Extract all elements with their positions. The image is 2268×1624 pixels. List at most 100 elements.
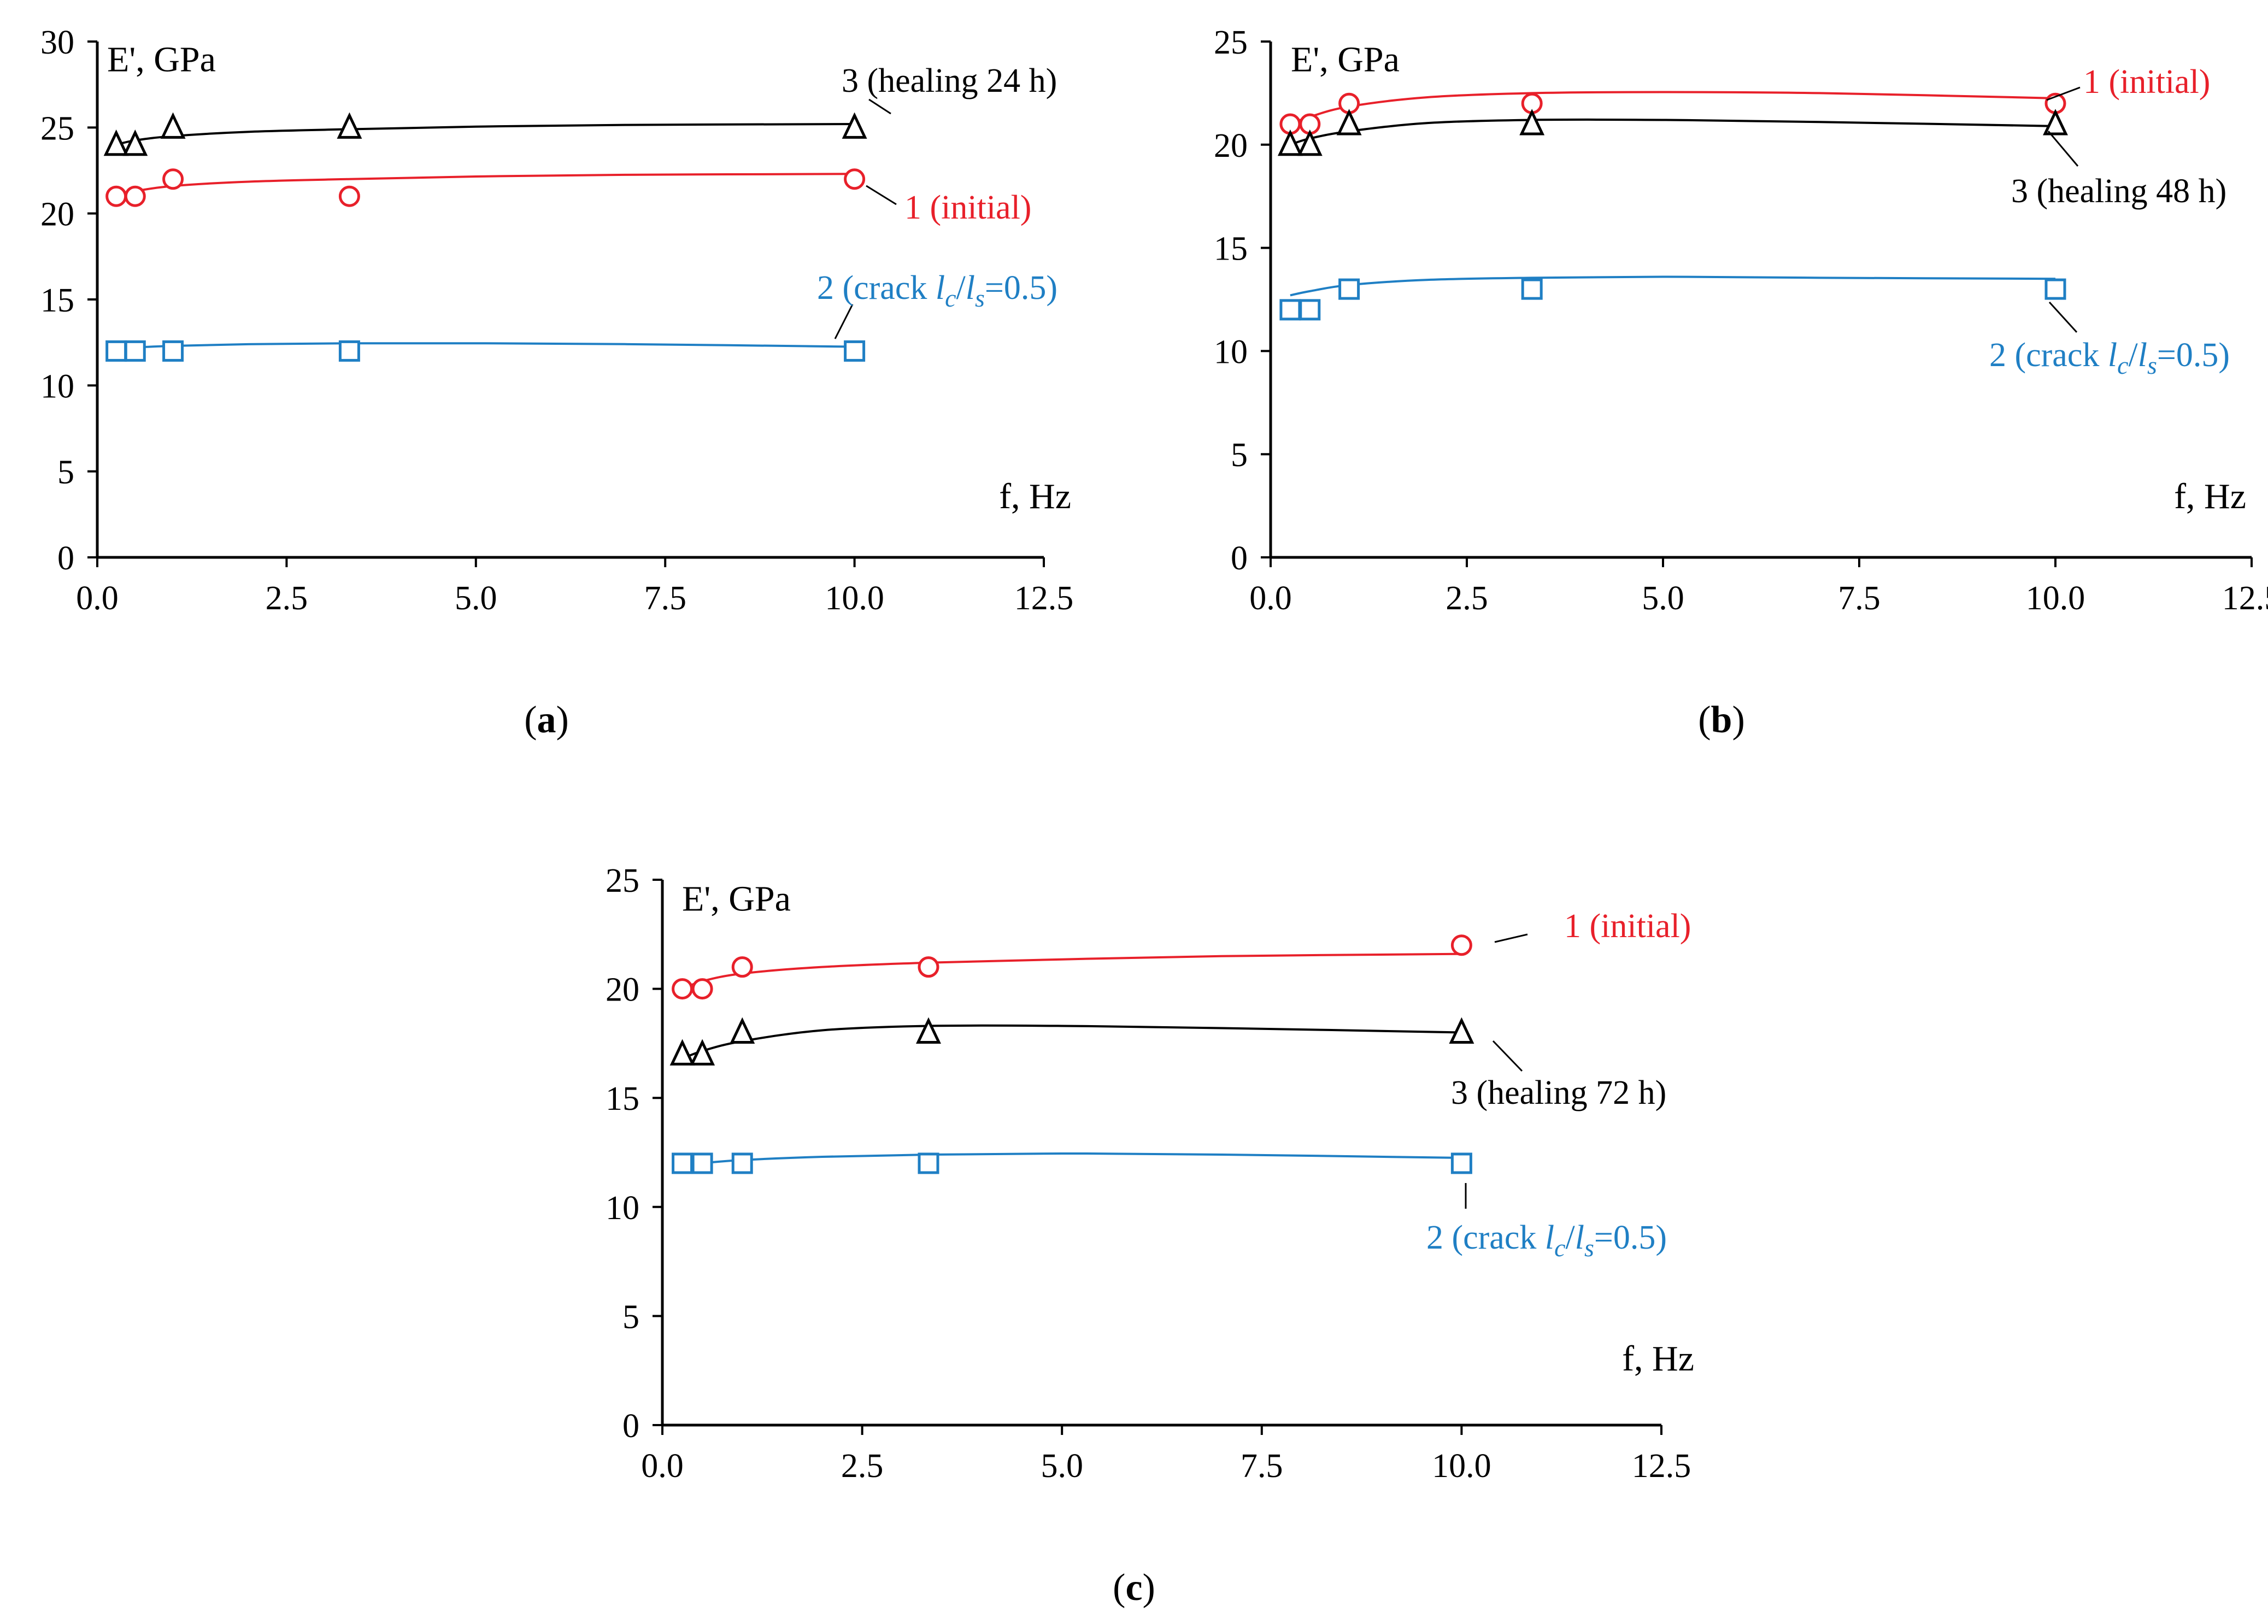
data-point [1338, 278, 1360, 300]
data-point [1519, 109, 1545, 136]
label-leader-line [1494, 933, 1528, 943]
y-tick-label: 15 [40, 282, 74, 319]
trend-line [1290, 118, 2056, 146]
y-tick-label: 20 [1214, 127, 1248, 164]
trend-line [116, 123, 855, 146]
data-point [103, 129, 129, 156]
data-point [337, 112, 362, 139]
x-tick-label: 2.5 [841, 1448, 884, 1485]
label-leader-line [2048, 301, 2078, 333]
data-point [691, 1152, 713, 1174]
series-3: 2 (crack lc/ls=0.5) [105, 269, 1057, 362]
panel-label: (b) [1698, 699, 1745, 741]
y-tick-label: 5 [622, 1298, 639, 1335]
data-point [1521, 278, 1543, 300]
series-label: 1 (initial) [904, 189, 1031, 226]
data-point [731, 956, 753, 978]
y-tick-label: 10 [40, 368, 74, 405]
data-point [1279, 299, 1301, 321]
data-point [124, 185, 146, 207]
trend-line [682, 1152, 1462, 1169]
data-point [2044, 278, 2066, 300]
x-tick-label: 0.0 [641, 1448, 684, 1485]
y-tick-label: 10 [1214, 333, 1248, 370]
data-point [672, 1152, 694, 1174]
chart-panel-b: 0.0 2.5 5.0 7.5 10.0 12.5 0 5 10 15 20 25 E', GPa f, … [1214, 24, 2268, 741]
label-leader-line [868, 98, 891, 115]
data-point [842, 112, 867, 139]
x-tick-label: 10.0 [1432, 1448, 1491, 1485]
series-label: 2 (crack lc/ls=0.5) [1426, 1219, 1667, 1262]
series-label: 3 (healing 24 h) [842, 62, 1057, 99]
series-label: 3 (healing 48 h) [2011, 173, 2226, 210]
data-point [105, 340, 127, 362]
y-tick-label: 20 [40, 196, 74, 233]
data-point [690, 1039, 715, 1066]
data-point [1277, 129, 1303, 156]
panel-label: (c) [1113, 1567, 1155, 1609]
x-tick-label: 0.0 [76, 580, 119, 617]
x-tick-label: 12.5 [2222, 580, 2268, 617]
data-point [122, 129, 148, 156]
label-leader-line [834, 304, 854, 339]
data-point [1299, 299, 1321, 321]
data-point [730, 1017, 755, 1044]
x-tick-label: 10.0 [2026, 580, 2085, 617]
data-point [1450, 934, 1472, 956]
y-tick-label: 15 [1214, 231, 1248, 268]
data-point [916, 1017, 941, 1044]
series-label: 1 (initial) [2083, 63, 2210, 101]
data-point [105, 185, 127, 207]
y-tick-label: 25 [40, 110, 74, 147]
x-tick-label: 2.5 [1446, 580, 1488, 617]
x-tick-label: 5.0 [1041, 1448, 1083, 1485]
y-tick-label: 20 [606, 972, 639, 1009]
data-point [2043, 109, 2068, 136]
x-tick-label: 2.5 [266, 580, 308, 617]
data-point [731, 1152, 753, 1174]
data-point [338, 185, 360, 207]
trend-line [116, 173, 855, 196]
x-tick-label: 5.0 [455, 580, 497, 617]
series-2: 3 (healing 48 h) [1277, 109, 2226, 210]
y-axis-title: E', GPa [1291, 39, 1400, 79]
series-3: 2 (crack lc/ls=0.5) [1279, 275, 2230, 379]
x-tick-label: 12.5 [1632, 1448, 1691, 1485]
y-axis-title: E', GPa [682, 879, 791, 919]
x-tick-label: 10.0 [825, 580, 884, 617]
y-tick-label: 0 [1231, 540, 1248, 577]
y-tick-label: 5 [57, 454, 74, 491]
data-point [918, 956, 939, 978]
label-leader-line [1492, 1040, 1523, 1072]
y-axis-title: E', GPa [107, 39, 216, 79]
x-tick-label: 12.5 [1014, 580, 1074, 617]
chart-panel-a: 0.0 2.5 5.0 7.5 10.0 12.5 0 5 10 15 20 25 30 E', GPa f… [40, 24, 1073, 741]
y-tick-label: 25 [1214, 24, 1248, 61]
trend-line [116, 342, 855, 351]
x-axis-title: f, Hz [1622, 1339, 1694, 1379]
series-label: 3 (healing 72 h) [1451, 1074, 1666, 1111]
x-axis-title: f, Hz [999, 476, 1071, 516]
x-tick-label: 7.5 [1241, 1448, 1283, 1485]
series-label: 2 (crack lc/ls=0.5) [817, 269, 1057, 312]
data-point [160, 112, 186, 139]
trend-line [681, 952, 1462, 990]
panel-label: (a) [524, 699, 569, 741]
label-leader-line [2047, 131, 2079, 167]
data-point [669, 1039, 695, 1066]
series-label: 2 (crack lc/ls=0.5) [1989, 337, 2230, 379]
chart-panel-c: 0.0 2.5 5.0 7.5 10.0 12.5 0 5 10 15 20 25 E', GPa f, … [606, 862, 1694, 1609]
series-label: 1 (initial) [1564, 908, 1691, 945]
data-point [124, 340, 146, 362]
series-2: 3 (healing 72 h) [669, 1017, 1666, 1111]
x-tick-label: 7.5 [1838, 580, 1881, 617]
data-point [844, 340, 866, 362]
data-point [844, 168, 866, 190]
label-leader-line [866, 185, 897, 205]
series-1: 3 (healing 24 h) [103, 62, 1057, 156]
y-tick-label: 5 [1231, 437, 1248, 474]
label-leader-line [2046, 86, 2081, 101]
data-point [691, 978, 713, 1000]
data-point [672, 978, 694, 1000]
